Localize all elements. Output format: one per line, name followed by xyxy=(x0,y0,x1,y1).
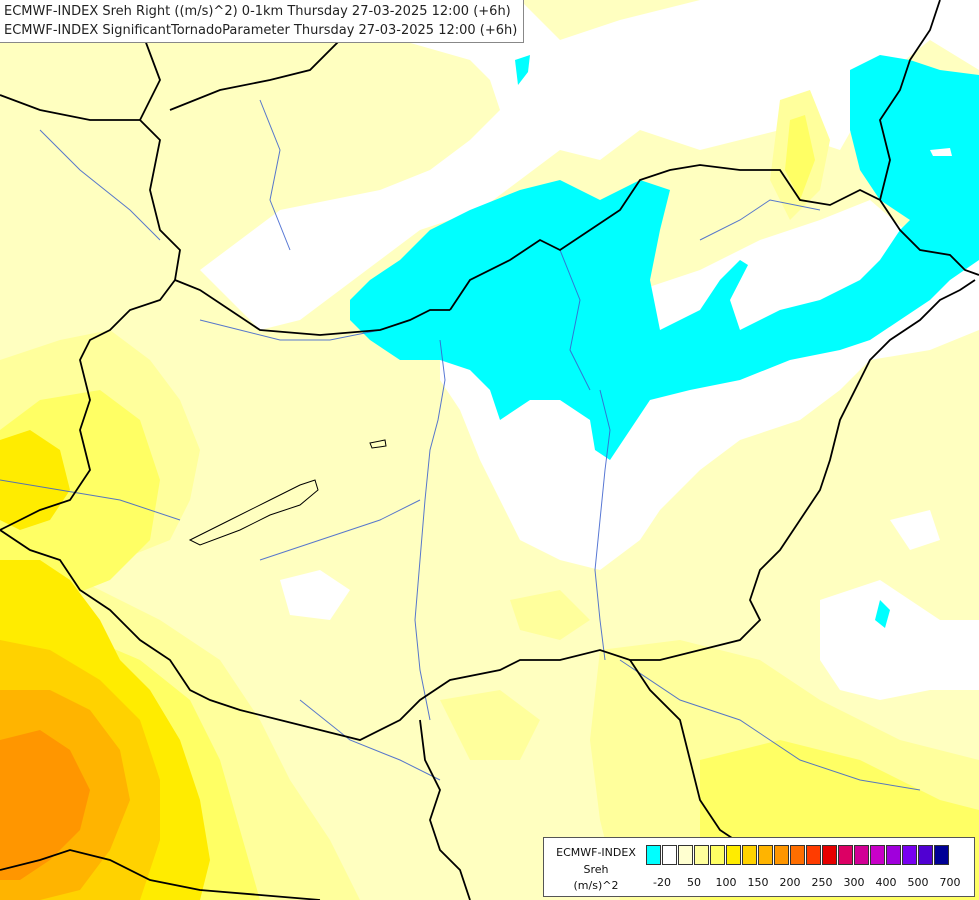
legend-swatch xyxy=(742,845,757,865)
legend-tick-label: 400 xyxy=(875,876,897,889)
legend-tick-label: -20 xyxy=(653,876,671,889)
legend-swatch xyxy=(886,845,901,865)
legend-tick-label: 250 xyxy=(811,876,833,889)
legend-ticks: -20 50 100 150 200 250 300 400 500 700 xyxy=(646,876,971,890)
legend-swatch xyxy=(838,845,853,865)
small-lake xyxy=(369,439,387,449)
legend-swatch xyxy=(678,845,693,865)
legend-tick-label: 50 xyxy=(687,876,701,889)
legend-swatch xyxy=(902,845,917,865)
legend-tick-label: 300 xyxy=(843,876,865,889)
legend-swatch xyxy=(694,845,709,865)
legend-swatch xyxy=(662,845,677,865)
legend-swatch xyxy=(790,845,805,865)
legend-swatch xyxy=(726,845,741,865)
legend-swatch xyxy=(806,845,821,865)
legend-swatch xyxy=(854,845,869,865)
legend-swatch xyxy=(822,845,837,865)
legend-tick-label: 150 xyxy=(747,876,769,889)
legend-swatch xyxy=(918,845,933,865)
rivers xyxy=(0,99,921,791)
legend-swatch xyxy=(870,845,885,865)
legend-swatch xyxy=(646,845,661,865)
legend-swatch xyxy=(934,845,949,865)
legend-swatch xyxy=(758,845,773,865)
title-line-2: ECMWF-INDEX SignificantTornadoParameter … xyxy=(4,23,518,38)
title-line-1: ECMWF-INDEX Sreh Right ((m/s)^2) 0-1km T… xyxy=(4,4,511,19)
legend-swatch xyxy=(774,845,789,865)
cyan-areas xyxy=(350,55,979,628)
legend-unit: (m/s)^2 xyxy=(573,879,619,892)
legend-title: ECMWF-INDEX xyxy=(556,846,636,859)
legend-tick-label: 200 xyxy=(779,876,801,889)
white-spot xyxy=(930,148,952,156)
legend-tick-label: 500 xyxy=(907,876,929,889)
legend-tick-label: 100 xyxy=(715,876,737,889)
legend-variable: Sreh xyxy=(583,863,609,876)
legend-swatch xyxy=(710,845,725,865)
lake-outline xyxy=(188,479,319,546)
color-legend: ECMWF-INDEX Sreh (m/s)^2 -20 50 100 150 200 2… xyxy=(543,837,975,897)
legend-swatches xyxy=(646,845,950,865)
map-title-box: ECMWF-INDEX Sreh Right ((m/s)^2) 0-1km T… xyxy=(0,0,525,43)
legend-tick-label: 700 xyxy=(939,876,961,889)
